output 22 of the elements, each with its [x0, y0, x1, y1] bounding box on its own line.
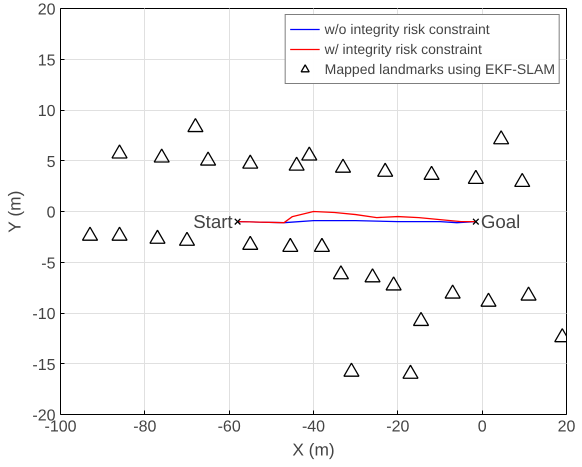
- x-tick-label: 20: [558, 418, 576, 436]
- x-tick-label: -20: [386, 418, 410, 436]
- y-tick-label: 10: [38, 103, 56, 120]
- y-tick-label: -5: [41, 255, 56, 272]
- line-series: [236, 210, 476, 224]
- legend-label: w/o integrity risk constraint: [324, 21, 490, 37]
- y-tick-label: -15: [32, 356, 56, 374]
- legend-label: Mapped landmarks using EKF-SLAM: [324, 61, 555, 77]
- y-axis-title: Y (m): [4, 190, 24, 233]
- x-tick-label: -60: [218, 418, 241, 436]
- y-tick-label: -10: [32, 306, 56, 323]
- x-axis-title: X (m): [292, 440, 335, 460]
- legend-label: w/ integrity risk constraint: [324, 41, 482, 57]
- y-tick-label: 15: [38, 52, 56, 70]
- x-tick-label: -40: [302, 418, 326, 436]
- y-tick-label: 0: [46, 204, 56, 222]
- annotation: Goal: [480, 211, 520, 232]
- y-tick-label: 20: [38, 2, 56, 18]
- y-tick-label: 5: [46, 154, 56, 171]
- annotation: Start: [193, 211, 234, 232]
- x-tick-label: -80: [133, 418, 156, 436]
- x-tick-label: 0: [478, 418, 487, 436]
